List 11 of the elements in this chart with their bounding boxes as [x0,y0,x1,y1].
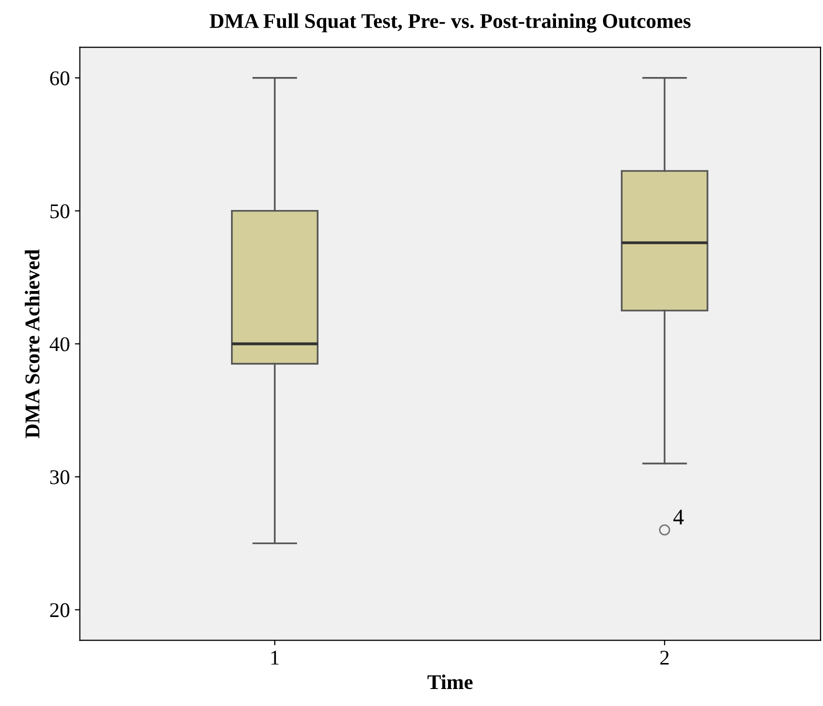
y-tick-label: 60 [50,71,70,86]
annotation: 4 [673,510,684,524]
y-tick-label: 40 [50,337,70,352]
y-tick-label: 30 [50,470,70,484]
x-tick-label: 2 [660,650,669,665]
y-tick-label: 50 [50,204,70,218]
y-tick-label: 20 [50,603,70,618]
chart-title: DMA Full Squat Test, Pre- vs. Post-training Outcomes [210,13,691,32]
y-axis-title: DMA Score Achieved [24,249,40,438]
x-axis-title: Time [428,674,473,690]
x-tick-label: 1 [271,650,279,665]
